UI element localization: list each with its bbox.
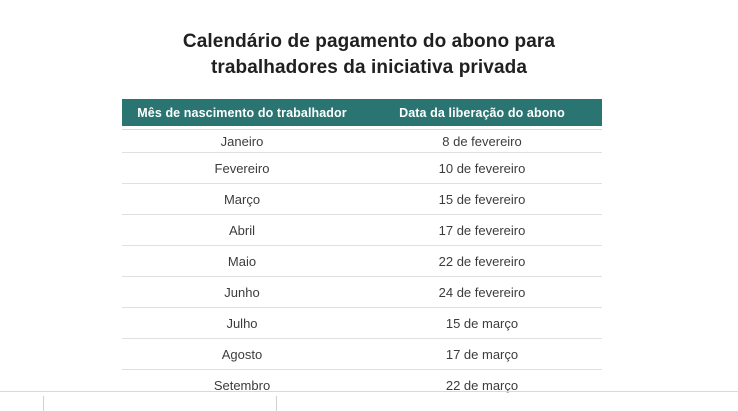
page-title: Calendário de pagamento do abono para tr… <box>182 31 556 78</box>
month-cell: Março <box>223 191 261 207</box>
header-cell-release-date: Data da liberação do abono <box>399 105 565 120</box>
month-cell: Junho <box>224 284 260 300</box>
date-cell: 8 de fevereiro <box>442 133 522 149</box>
date-cell: 17 de março <box>445 346 519 362</box>
bottom-divider <box>0 391 738 392</box>
month-cell: Setembro <box>213 377 271 393</box>
table-row: Julho 15 de março <box>122 308 602 339</box>
date-cell: 15 de março <box>445 315 519 331</box>
table-row: Setembro 22 de março <box>122 370 602 400</box>
month-cell: Abril <box>228 222 255 238</box>
month-cell: Fevereiro <box>214 160 270 176</box>
table-header-row: Mês de nascimento do trabalhador Data da… <box>122 99 602 126</box>
date-cell: 24 de fevereiro <box>438 284 526 300</box>
date-cell: 22 de fevereiro <box>438 253 526 269</box>
date-cell: 22 de março <box>445 377 519 393</box>
table-body: Janeiro 8 de fevereiro Fevereiro 10 de feve… <box>122 129 602 400</box>
date-cell: 17 de fevereiro <box>438 222 526 238</box>
date-cell: 15 de fevereiro <box>438 191 526 207</box>
table-row: Janeiro 8 de fevereiro <box>122 130 602 153</box>
table-row: Maio 22 de fevereiro <box>122 246 602 277</box>
table-row: Junho 24 de fevereiro <box>122 277 602 308</box>
table-row: Fevereiro 10 de fevereiro <box>122 153 602 184</box>
month-cell: Maio <box>227 253 257 269</box>
table-row: Agosto 17 de março <box>122 339 602 370</box>
header-cell-birth-month: Mês de nascimento do trabalhador <box>137 105 347 120</box>
grid-tick <box>276 396 277 411</box>
table-row: Abril 17 de fevereiro <box>122 215 602 246</box>
table-row: Março 15 de fevereiro <box>122 184 602 215</box>
grid-tick <box>43 396 44 411</box>
month-cell: Agosto <box>221 346 263 362</box>
month-cell: Julho <box>226 315 258 331</box>
date-cell: 10 de fevereiro <box>438 160 526 176</box>
payment-calendar-table: Mês de nascimento do trabalhador Data da… <box>122 99 602 400</box>
month-cell: Janeiro <box>220 133 264 149</box>
